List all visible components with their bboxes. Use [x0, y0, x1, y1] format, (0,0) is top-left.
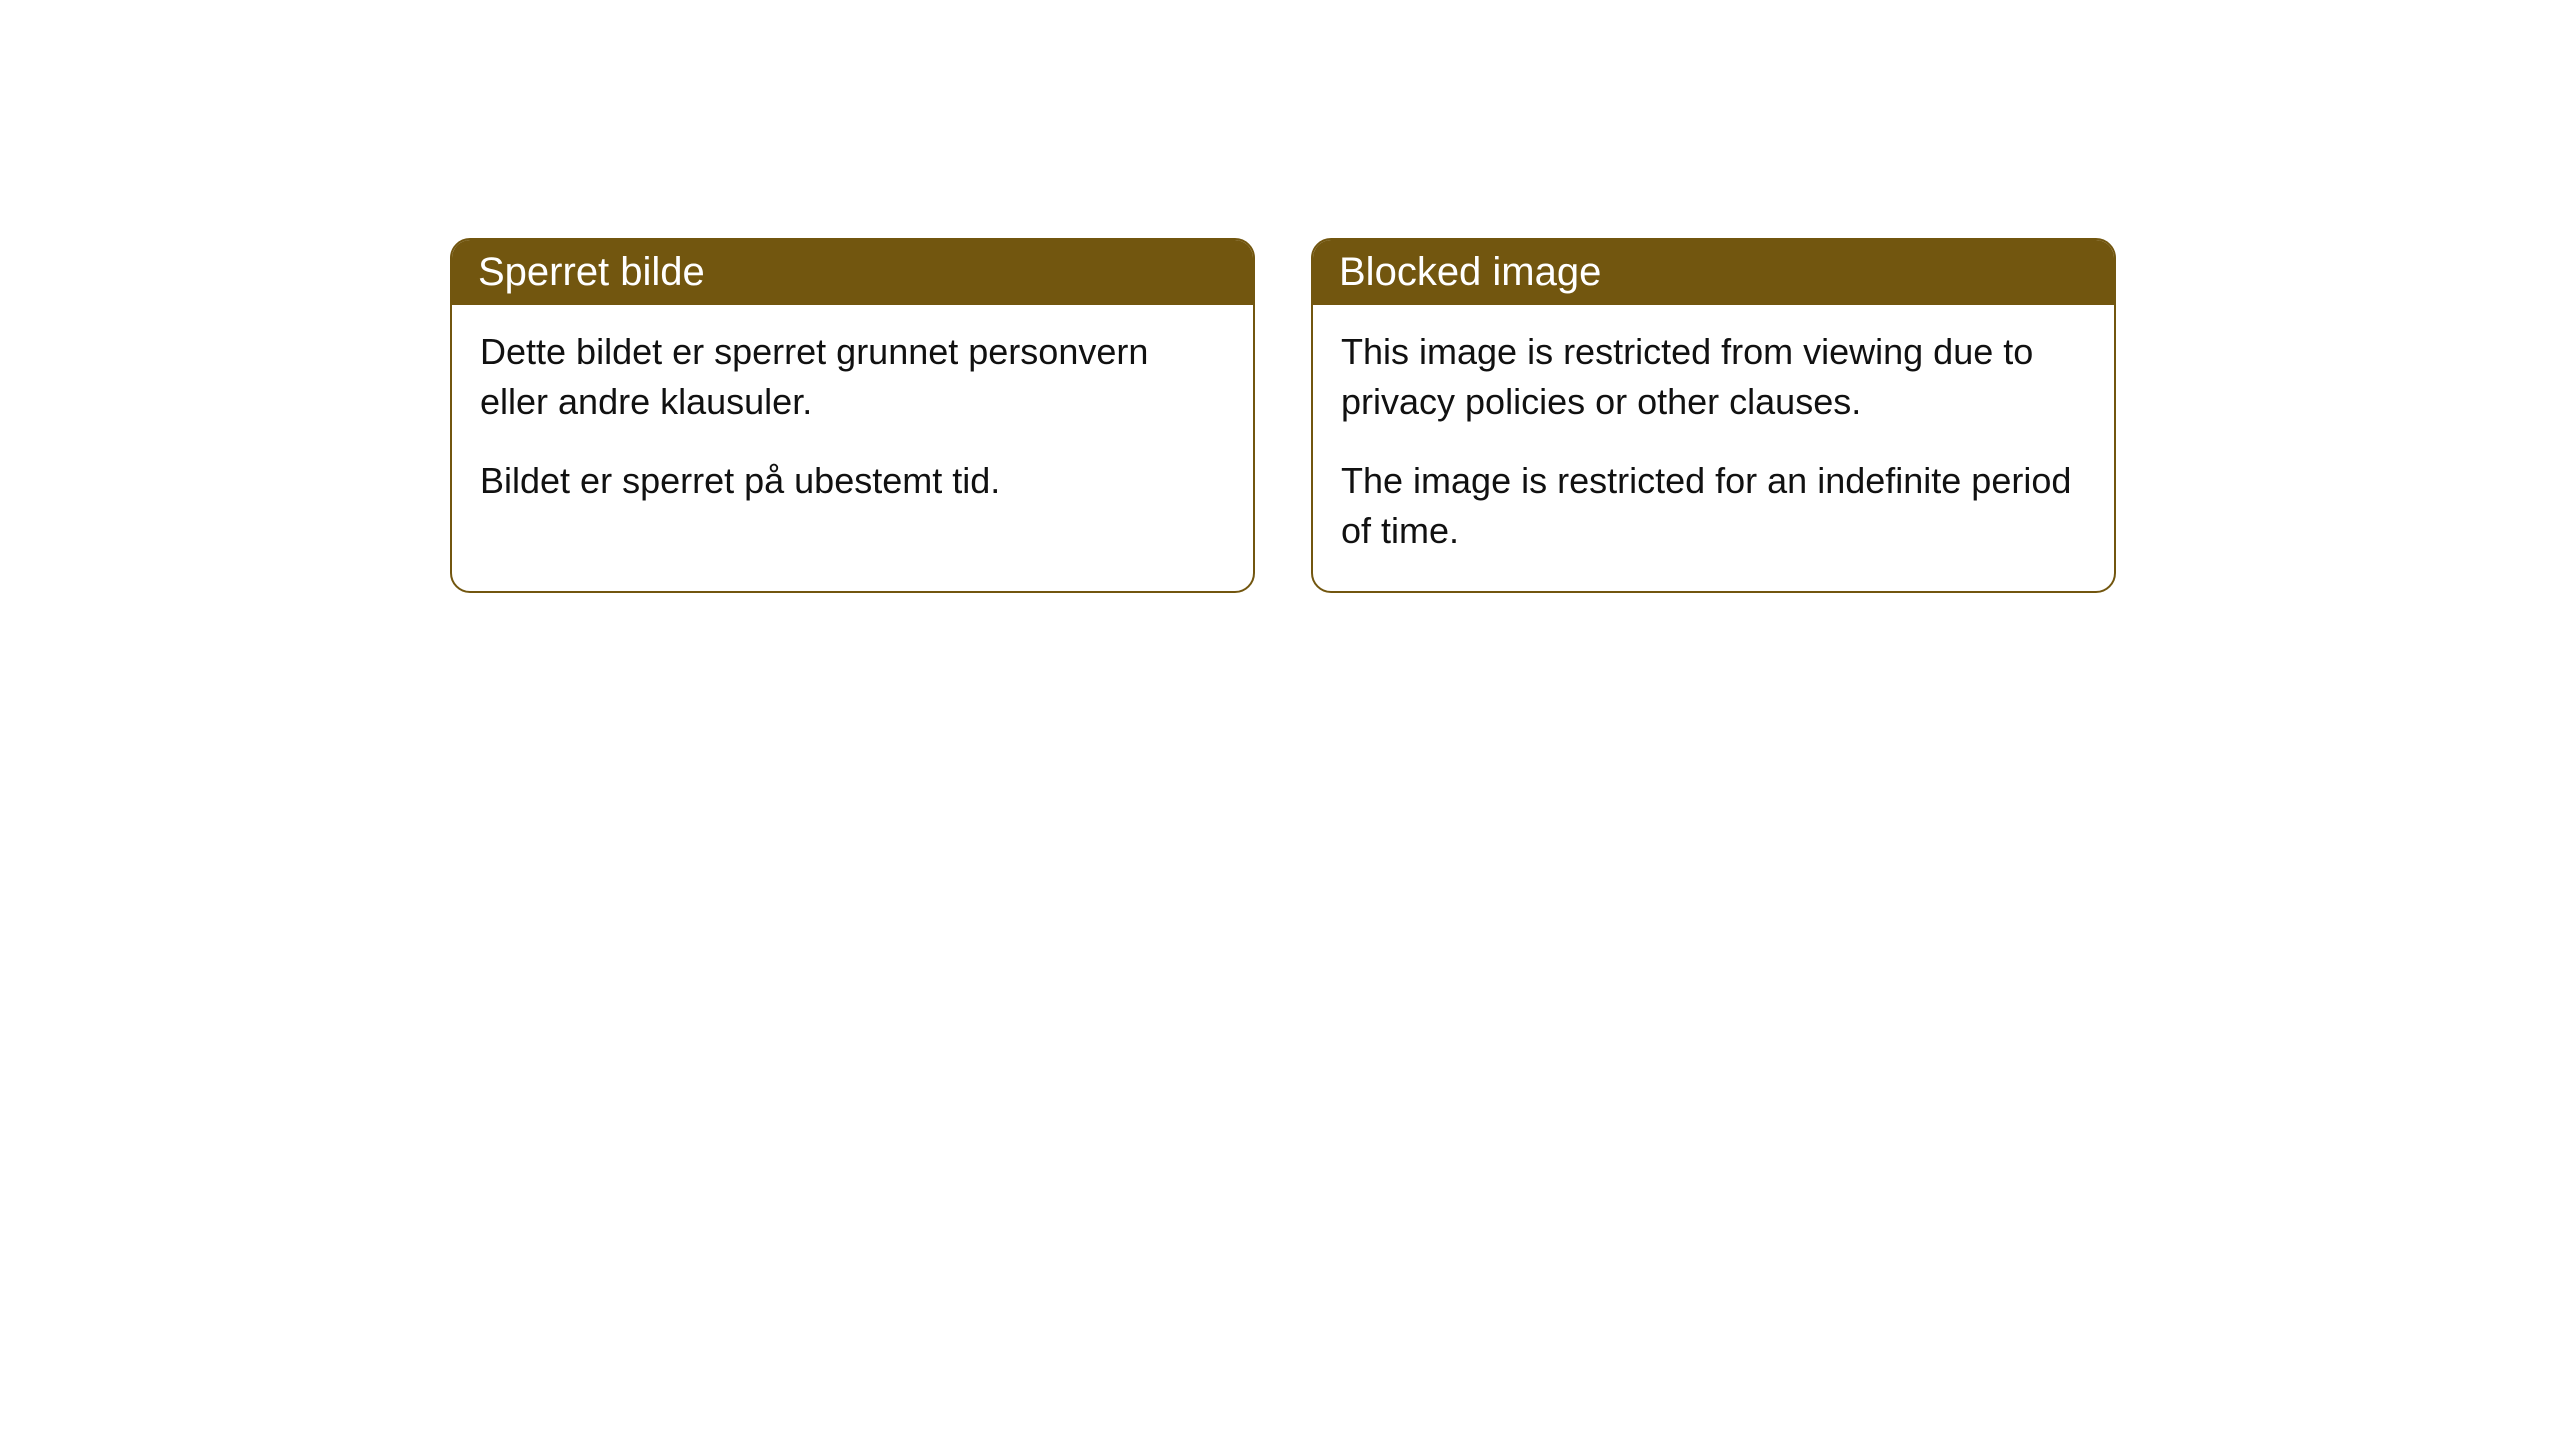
notice-card-norwegian: Sperret bilde Dette bildet er sperret gr…	[450, 238, 1255, 593]
card-paragraph: Dette bildet er sperret grunnet personve…	[480, 327, 1225, 428]
card-body: This image is restricted from viewing du…	[1313, 305, 2114, 591]
notice-card-english: Blocked image This image is restricted f…	[1311, 238, 2116, 593]
card-title: Blocked image	[1339, 250, 1601, 294]
card-paragraph: The image is restricted for an indefinit…	[1341, 456, 2086, 557]
card-title: Sperret bilde	[478, 250, 705, 294]
card-body: Dette bildet er sperret grunnet personve…	[452, 305, 1253, 540]
card-paragraph: Bildet er sperret på ubestemt tid.	[480, 456, 1225, 506]
card-paragraph: This image is restricted from viewing du…	[1341, 327, 2086, 428]
card-header: Sperret bilde	[452, 240, 1253, 305]
notice-cards-container: Sperret bilde Dette bildet er sperret gr…	[450, 238, 2560, 593]
card-header: Blocked image	[1313, 240, 2114, 305]
